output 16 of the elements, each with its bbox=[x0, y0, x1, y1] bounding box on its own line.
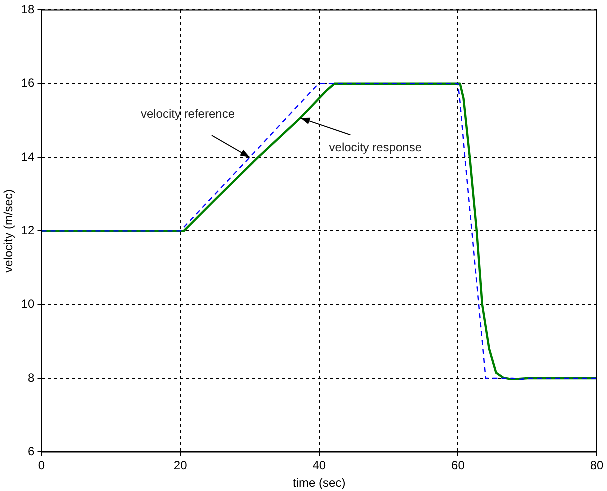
x-axis-title: time (sec) bbox=[293, 476, 346, 490]
y-axis-title: velocity (m/sec) bbox=[2, 190, 16, 273]
x-tick-label: 40 bbox=[312, 458, 326, 473]
y-tick-label: 10 bbox=[21, 297, 36, 312]
annotation: velocity reference bbox=[140, 106, 236, 121]
y-tick-label: 18 bbox=[21, 2, 36, 17]
y-tick-label: 8 bbox=[28, 370, 36, 385]
y-tick-label: 12 bbox=[21, 224, 36, 238]
y-tick-label: 14 bbox=[21, 150, 36, 164]
x-tick-label: 60 bbox=[452, 458, 466, 473]
annotation: velocity response bbox=[329, 140, 422, 154]
x-tick-label: 80 bbox=[590, 458, 604, 473]
x-tick-label: 20 bbox=[174, 458, 188, 473]
x-tick-label: 0 bbox=[38, 458, 46, 473]
y-tick-label: 16 bbox=[21, 76, 36, 90]
y-tick-label: 6 bbox=[28, 444, 36, 459]
